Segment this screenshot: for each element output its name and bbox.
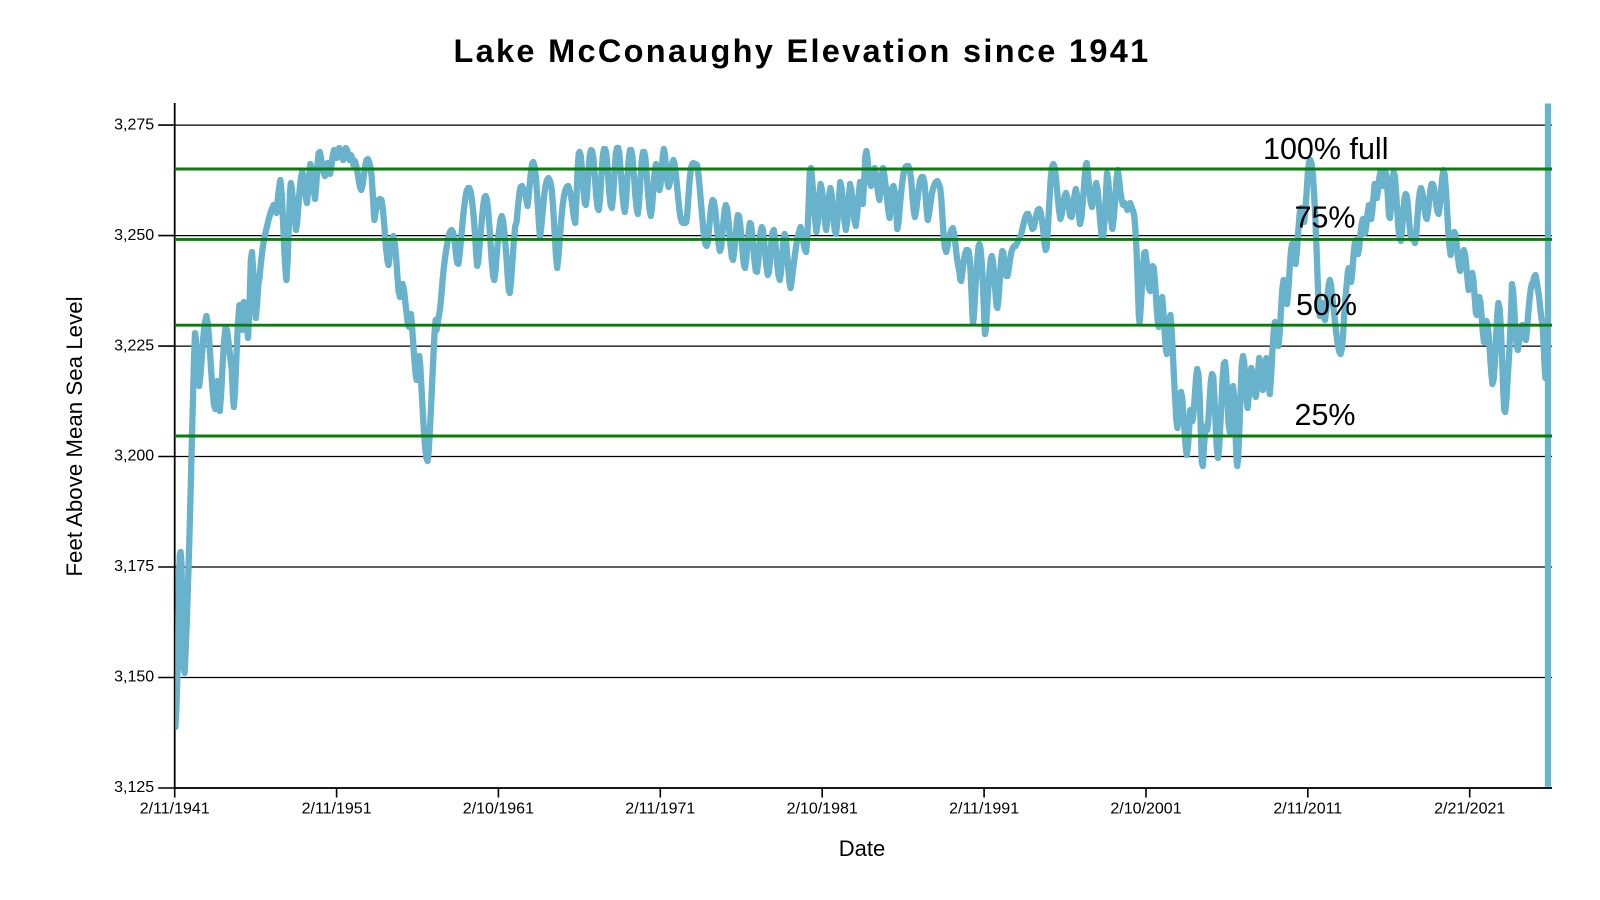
svg-text:Date: Date (839, 836, 885, 861)
svg-text:Lake McConaughy Elevation sinc: Lake McConaughy Elevation since 1941 (454, 33, 1151, 69)
svg-text:100% full: 100% full (1263, 132, 1388, 166)
svg-text:2/10/2001: 2/10/2001 (1110, 801, 1181, 818)
svg-text:3,125: 3,125 (114, 779, 154, 796)
svg-text:3,200: 3,200 (114, 448, 154, 465)
svg-text:2/11/1941: 2/11/1941 (140, 801, 210, 818)
svg-text:2/10/1981: 2/10/1981 (787, 801, 858, 818)
svg-text:3,250: 3,250 (114, 227, 154, 244)
svg-text:3,275: 3,275 (114, 116, 154, 133)
svg-text:3,175: 3,175 (114, 558, 154, 575)
svg-text:3,150: 3,150 (114, 669, 154, 686)
svg-text:25%: 25% (1295, 398, 1356, 432)
svg-text:2/11/1991: 2/11/1991 (949, 801, 1019, 818)
svg-text:75%: 75% (1295, 201, 1356, 235)
svg-text:Feet Above Mean Sea Level: Feet Above Mean Sea Level (62, 296, 87, 576)
svg-text:2/11/2011: 2/11/2011 (1273, 801, 1342, 818)
svg-text:2/11/1971: 2/11/1971 (625, 801, 695, 818)
svg-text:3,225: 3,225 (114, 337, 154, 354)
svg-text:50%: 50% (1296, 288, 1357, 322)
svg-text:2/11/1951: 2/11/1951 (302, 801, 372, 818)
svg-text:2/21/2021: 2/21/2021 (1434, 801, 1505, 818)
svg-text:2/10/1961: 2/10/1961 (463, 801, 534, 818)
